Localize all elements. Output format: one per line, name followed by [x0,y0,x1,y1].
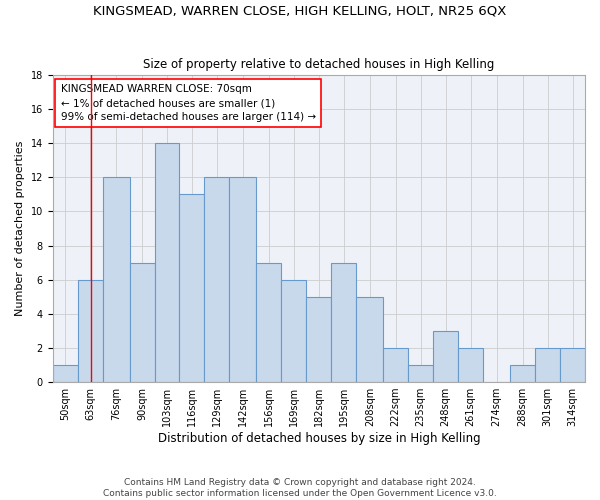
Text: Contains HM Land Registry data © Crown copyright and database right 2024.
Contai: Contains HM Land Registry data © Crown c… [103,478,497,498]
Bar [155,143,179,382]
Bar [331,262,356,382]
Bar [307,297,331,382]
Bar [77,280,103,382]
Bar [408,365,433,382]
Bar [179,194,205,382]
Bar [510,365,535,382]
Bar [103,178,130,382]
Bar [229,178,256,382]
X-axis label: Distribution of detached houses by size in High Kelling: Distribution of detached houses by size … [158,432,480,445]
Bar [256,262,281,382]
Bar [433,331,458,382]
Bar [356,297,383,382]
Text: KINGSMEAD, WARREN CLOSE, HIGH KELLING, HOLT, NR25 6QX: KINGSMEAD, WARREN CLOSE, HIGH KELLING, H… [94,5,506,18]
Bar [281,280,307,382]
Bar [53,365,77,382]
Bar [383,348,408,382]
Bar [560,348,585,382]
Title: Size of property relative to detached houses in High Kelling: Size of property relative to detached ho… [143,58,494,71]
Bar [458,348,483,382]
Bar [535,348,560,382]
Text: KINGSMEAD WARREN CLOSE: 70sqm
← 1% of detached houses are smaller (1)
99% of sem: KINGSMEAD WARREN CLOSE: 70sqm ← 1% of de… [61,84,316,122]
Bar [205,178,229,382]
Y-axis label: Number of detached properties: Number of detached properties [15,141,25,316]
Bar [130,262,155,382]
